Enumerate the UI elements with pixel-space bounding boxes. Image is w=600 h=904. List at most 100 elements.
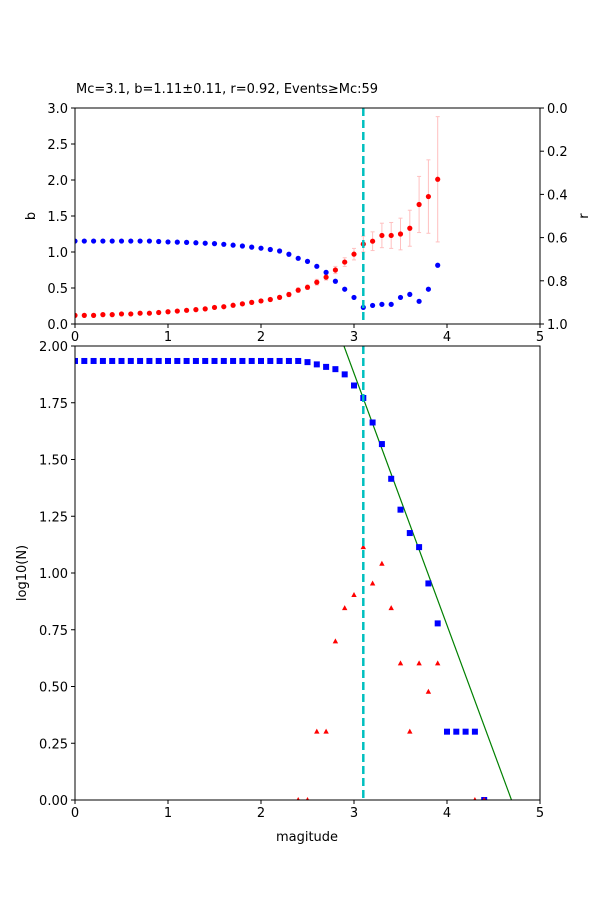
r-point xyxy=(397,294,404,301)
noncumulative-point xyxy=(435,660,441,666)
y-tick-label: 1.75 xyxy=(39,397,68,412)
y-tick-label: 2.0 xyxy=(47,174,68,189)
cumulative-point xyxy=(351,382,357,389)
r-point xyxy=(128,238,134,244)
cumulative-point xyxy=(323,363,330,370)
cumulative-point xyxy=(81,357,88,364)
r-point xyxy=(137,238,143,244)
noncumulative-point xyxy=(351,592,357,598)
r-point xyxy=(277,248,283,254)
b-point xyxy=(258,298,264,304)
r-point xyxy=(314,263,320,269)
noncumulative-point xyxy=(323,728,329,734)
b-point xyxy=(351,251,357,257)
x-tick-label: 1 xyxy=(164,806,172,821)
noncumulative-point xyxy=(482,797,486,800)
r-point xyxy=(286,251,292,257)
b-point xyxy=(286,291,292,298)
cumulative-point xyxy=(239,357,246,364)
r-point xyxy=(146,238,152,244)
b-point xyxy=(379,232,385,239)
cumulative-point xyxy=(406,530,413,537)
r-point xyxy=(407,291,413,298)
y-tick-label: 1.5 xyxy=(47,210,68,225)
b-point xyxy=(221,304,227,310)
cumulative-point xyxy=(99,357,106,364)
r-point xyxy=(193,240,199,246)
b-point xyxy=(174,308,180,314)
b-point xyxy=(202,306,208,312)
r-point xyxy=(174,239,180,245)
cumulative-point xyxy=(332,366,339,373)
bottom-x-label: magitude xyxy=(276,830,338,845)
b-point xyxy=(184,307,190,313)
b-point xyxy=(91,312,97,318)
cumulative-point xyxy=(267,357,274,364)
bottom-y-label: log10(N) xyxy=(15,545,30,601)
noncumulative-point xyxy=(369,580,376,586)
cumulative-point xyxy=(192,357,199,364)
r-point xyxy=(211,241,218,247)
cumulative-point xyxy=(220,357,227,364)
b-point xyxy=(388,232,394,239)
noncumulative-point xyxy=(397,660,404,666)
x-tick-label: 4 xyxy=(443,806,451,821)
b-point xyxy=(304,284,311,290)
r-point xyxy=(100,238,106,244)
y-tick-label: 1.25 xyxy=(39,510,68,525)
top-axes: 0 1 2 3 4 5 0.0 0.5 1.0 1.5 2.0 2.5 3.0 0.0 0.2 0.4 0.6 0… xyxy=(47,102,567,345)
r-point xyxy=(156,238,162,245)
bottom-plot-area xyxy=(75,346,513,800)
noncumulative-point xyxy=(379,560,385,566)
r-point xyxy=(342,286,348,292)
cumulative-point xyxy=(462,728,469,735)
b-point xyxy=(100,312,106,318)
y-right-tick-label: 0.4 xyxy=(547,188,568,203)
r-point xyxy=(75,238,78,244)
x-tick-label: 3 xyxy=(350,806,358,821)
cumulative-point xyxy=(434,620,441,627)
b-point xyxy=(342,259,348,265)
r-point xyxy=(165,239,171,245)
top-y-right-label: r xyxy=(577,213,592,219)
r-point xyxy=(221,241,227,247)
cumulative-point xyxy=(397,506,404,513)
r-point xyxy=(184,239,190,245)
y-tick-label: 1.00 xyxy=(39,567,68,582)
r-point xyxy=(258,245,264,251)
noncumulative-point xyxy=(305,797,310,800)
cumulative-point xyxy=(211,357,218,364)
cumulative-point xyxy=(118,357,125,364)
b-point xyxy=(128,311,134,317)
r-point xyxy=(118,238,125,244)
x-tick-label: 0 xyxy=(71,330,79,345)
x-tick-label: 0 xyxy=(71,806,79,821)
noncumulative-point xyxy=(416,660,422,666)
r-point xyxy=(388,301,394,307)
cumulative-point xyxy=(295,357,302,364)
y-tick-label: 2.00 xyxy=(39,340,68,355)
top-plot-area xyxy=(75,108,441,324)
b-point xyxy=(75,312,78,318)
r-point xyxy=(323,269,329,275)
y-tick-label: 0.75 xyxy=(39,624,68,639)
cumulative-point xyxy=(416,544,423,551)
b-point xyxy=(295,287,301,293)
cumulative-point xyxy=(258,357,264,364)
cumulative-point xyxy=(75,357,78,364)
b-point xyxy=(230,302,236,308)
noncumulative-point xyxy=(342,605,348,611)
x-tick-label: 2 xyxy=(257,330,265,345)
top-y-label: b xyxy=(24,212,39,220)
cumulative-point xyxy=(174,357,181,364)
x-tick-label: 3 xyxy=(350,330,358,345)
r-point xyxy=(239,243,245,249)
cumulative-point xyxy=(304,359,311,366)
y-tick-label: 1.0 xyxy=(47,246,68,261)
x-tick-label: 1 xyxy=(164,330,172,345)
r-point xyxy=(351,294,357,301)
x-tick-label: 5 xyxy=(536,806,544,821)
chart-title: Mc=3.1, b=1.11±0.11, r=0.92, Events≥Mc:5… xyxy=(76,82,378,97)
